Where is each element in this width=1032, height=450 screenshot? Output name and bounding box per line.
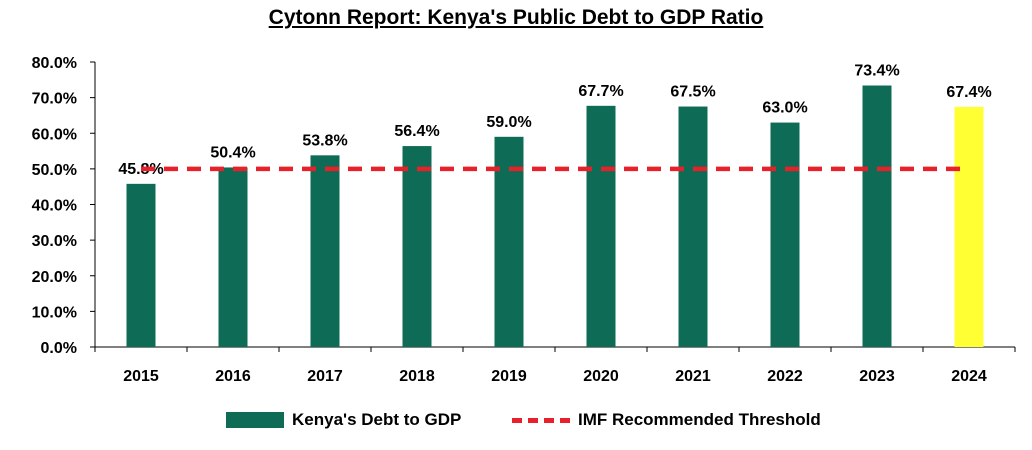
data-label: 50.4%	[210, 144, 255, 161]
x-tick-label: 2017	[307, 368, 343, 385]
bar	[310, 155, 340, 347]
legend-item-threshold: IMF Recommended Threshold	[512, 408, 821, 432]
chart-plot: 0.0% 10.0% 20.0% 30.0% 40.0% 50.0% 60.0% 70.0% 8…	[32, 55, 1016, 385]
bar	[678, 106, 708, 347]
bar	[954, 106, 984, 347]
bar	[494, 136, 524, 347]
data-label: 67.4%	[946, 84, 991, 101]
y-tick-label: 20.0%	[32, 269, 77, 286]
y-tick-label: 50.0%	[32, 162, 77, 179]
x-tick-label: 2020	[583, 368, 619, 385]
data-label: 59.0%	[486, 114, 531, 131]
y-tick-label: 0.0%	[41, 340, 77, 357]
chart-title: Cytonn Report: Kenya's Public Debt to GD…	[268, 6, 764, 29]
x-tick-label: 2015	[123, 368, 159, 385]
legend-swatch-threshold	[512, 417, 570, 423]
y-tick-label: 10.0%	[32, 304, 77, 321]
bar	[586, 105, 616, 347]
bar	[862, 85, 892, 347]
data-label: 73.4%	[854, 63, 899, 80]
legend-swatch-debt	[226, 412, 284, 428]
legend-label-threshold: IMF Recommended Threshold	[578, 410, 821, 429]
bar	[218, 167, 248, 347]
y-tick-label: 70.0%	[32, 91, 77, 108]
bar	[126, 183, 156, 347]
data-label: 67.5%	[670, 84, 715, 101]
x-tick-label: 2016	[215, 368, 251, 385]
data-label: 63.0%	[762, 100, 807, 117]
legend-label-debt: Kenya's Debt to GDP	[292, 410, 462, 429]
y-tick-label: 30.0%	[32, 233, 77, 250]
x-tick-label: 2018	[399, 368, 435, 385]
x-tick-label: 2019	[491, 368, 527, 385]
x-tick-label: 2023	[859, 368, 895, 385]
data-label: 56.4%	[394, 123, 439, 140]
x-tick-label: 2024	[951, 368, 987, 385]
legend-item-debt: Kenya's Debt to GDP	[226, 408, 461, 432]
y-tick-label: 40.0%	[32, 198, 77, 215]
x-tick-label: 2022	[767, 368, 803, 385]
x-tick-label: 2021	[675, 368, 711, 385]
data-label: 53.8%	[302, 132, 347, 149]
bar	[402, 146, 432, 347]
y-tick-label: 80.0%	[32, 55, 77, 72]
bar	[770, 122, 800, 347]
y-tick-label: 60.0%	[32, 126, 77, 143]
data-label: 67.7%	[578, 83, 623, 100]
chart-legend: Kenya's Debt to GDP IMF Recommended Thre…	[0, 408, 1032, 432]
